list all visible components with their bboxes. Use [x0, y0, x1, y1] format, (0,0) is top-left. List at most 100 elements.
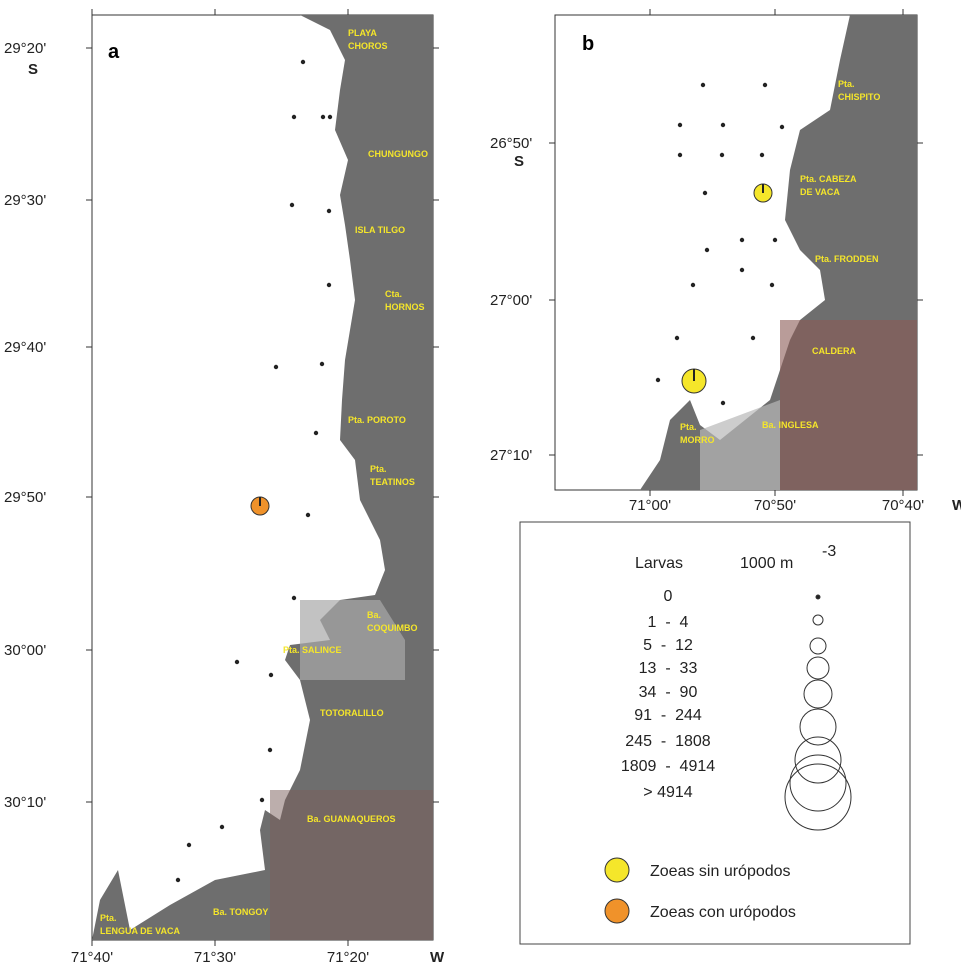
lon-tick-label: 71°30' [194, 949, 236, 966]
lon-tick-label: 70°50' [754, 497, 796, 514]
place-label: CHUNGUNGO [368, 149, 428, 159]
figure: a S W 29°20' 29°30' 29°40' 29°50' 30°00' 30°10' 7… [0, 0, 961, 972]
place-label: Cta. [385, 289, 402, 299]
station [721, 123, 725, 127]
place-label: CHISPITO [838, 92, 880, 102]
station [327, 283, 331, 287]
station [720, 153, 724, 157]
station [760, 153, 764, 157]
place-label: TEATINOS [370, 477, 415, 487]
place-label: LENGUA DE VACA [100, 926, 181, 936]
station [721, 401, 725, 405]
lat-tick-label: 29°50' [4, 489, 46, 506]
place-label: TOTORALILLO [320, 708, 384, 718]
station [290, 203, 294, 207]
station [703, 191, 707, 195]
place-label: Ba. INGLESA [762, 420, 819, 430]
legend-class: 34 - 90 [639, 684, 698, 701]
legend-color [605, 858, 629, 882]
lat-tick-label: 29°40' [4, 339, 46, 356]
place-label: Ba. TONGOY [213, 907, 268, 917]
place-label: Ba. GUANAQUEROS [307, 814, 396, 824]
station [678, 153, 682, 157]
station [327, 209, 331, 213]
place-label: Pta. FRODDEN [815, 254, 879, 264]
station [678, 123, 682, 127]
place-label: DE VACA [800, 187, 840, 197]
legend-symbol [816, 595, 820, 599]
legend-color [605, 899, 629, 923]
station [701, 83, 705, 87]
place-label: MORRO [680, 435, 715, 445]
legend-symbol-label: Zoeas sin urópodos [650, 863, 791, 880]
lat-label: S [514, 153, 524, 170]
place-label: Pta. POROTO [348, 415, 406, 425]
legend-class: 0 [664, 588, 673, 605]
place-label: HORNOS [385, 302, 425, 312]
lat-tick-label: 30°10' [4, 794, 46, 811]
lat-tick-label: 29°30' [4, 192, 46, 209]
station [740, 238, 744, 242]
legend-unit: 1000 m [740, 555, 793, 572]
lat-tick-label: 27°10' [490, 447, 532, 464]
station [260, 798, 264, 802]
station [780, 125, 784, 129]
lon-label: W [952, 497, 961, 514]
station [269, 673, 273, 677]
legend-class: 13 - 33 [639, 660, 698, 677]
station [268, 748, 272, 752]
place-label: Pta. [838, 79, 855, 89]
legend-class: 5 - 12 [643, 637, 693, 654]
panel-letter: a [108, 41, 120, 63]
station [292, 115, 296, 119]
station [691, 283, 695, 287]
station [220, 825, 224, 829]
station [770, 283, 774, 287]
lat-label: S [28, 61, 38, 78]
legend-class: 1 - 4 [648, 614, 689, 631]
legend-box [520, 522, 910, 944]
station [763, 83, 767, 87]
legend-symbol-label: Zoeas con urópodos [650, 904, 796, 921]
legend-unit-exp: -3 [822, 543, 836, 560]
station [306, 513, 310, 517]
vegetation [270, 790, 433, 940]
station [320, 362, 324, 366]
station [292, 596, 296, 600]
lon-tick-label: 71°20' [327, 949, 369, 966]
place-label: Pta. [370, 464, 387, 474]
station [314, 431, 318, 435]
place-label: CHOROS [348, 41, 388, 51]
lat-tick-label: 30°00' [4, 642, 46, 659]
station [751, 336, 755, 340]
lon-tick-label: 71°00' [629, 497, 671, 514]
panel-letter: b [582, 33, 594, 55]
station [321, 115, 325, 119]
station [656, 378, 660, 382]
legend-title: Larvas [635, 555, 683, 572]
lon-label: W [430, 949, 445, 966]
legend-class: 1809 - 4914 [621, 758, 715, 775]
station [705, 248, 709, 252]
place-label: COQUIMBO [367, 623, 418, 633]
lon-tick-label: 71°40' [71, 949, 113, 966]
legend-class: > 4914 [643, 784, 692, 801]
station [235, 660, 239, 664]
lat-tick-label: 27°00' [490, 292, 532, 309]
lat-tick-label: 26°50' [490, 135, 532, 152]
place-label: Pta. SALINCE [283, 645, 342, 655]
station [274, 365, 278, 369]
place-label: CALDERA [812, 346, 856, 356]
legend-class: 245 - 1808 [625, 733, 711, 750]
place-label: ISLA TILGO [355, 225, 405, 235]
place-label: Ba. [367, 610, 381, 620]
station [328, 115, 332, 119]
place-label: Pta. [100, 913, 117, 923]
station [187, 843, 191, 847]
station [675, 336, 679, 340]
lat-tick-label: 29°20' [4, 40, 46, 57]
station [773, 238, 777, 242]
station [740, 268, 744, 272]
station [301, 60, 305, 64]
place-label: Pta. CABEZA [800, 174, 857, 184]
